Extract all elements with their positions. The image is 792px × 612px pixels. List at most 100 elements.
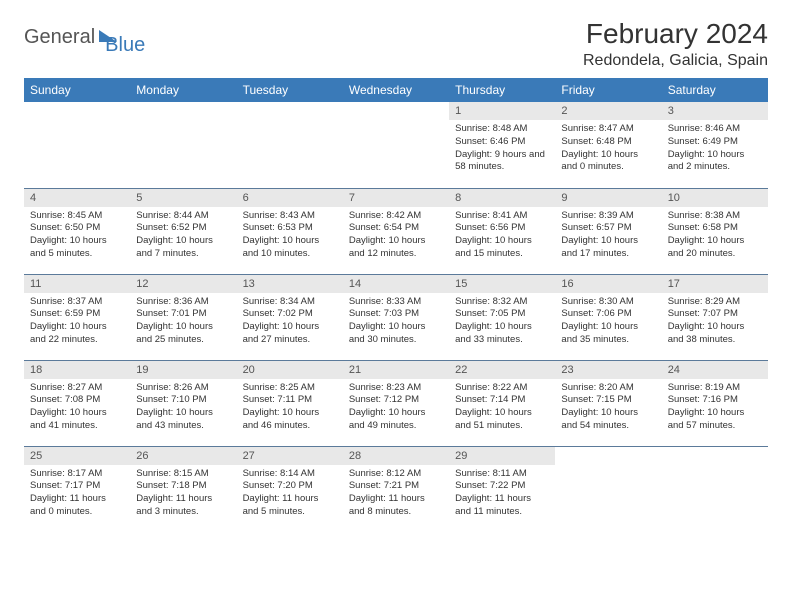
sunrise-text: Sunrise: 8:17 AM <box>30 468 124 481</box>
sunrise-text: Sunrise: 8:41 AM <box>455 210 549 223</box>
daylight-text: Daylight: 10 hours and 17 minutes. <box>561 235 655 261</box>
calendar-cell: 8Sunrise: 8:41 AMSunset: 6:56 PMDaylight… <box>449 188 555 274</box>
day-details: Sunrise: 8:46 AMSunset: 6:49 PMDaylight:… <box>662 120 768 177</box>
day-number: 13 <box>237 275 343 293</box>
sunrise-text: Sunrise: 8:11 AM <box>455 468 549 481</box>
sunset-text: Sunset: 7:12 PM <box>349 394 443 407</box>
sunrise-text: Sunrise: 8:48 AM <box>455 123 549 136</box>
day-number: 14 <box>343 275 449 293</box>
weekday-header: Thursday <box>449 78 555 102</box>
daylight-text: Daylight: 11 hours and 3 minutes. <box>136 493 230 519</box>
calendar-cell: 6Sunrise: 8:43 AMSunset: 6:53 PMDaylight… <box>237 188 343 274</box>
daylight-text: Daylight: 10 hours and 30 minutes. <box>349 321 443 347</box>
calendar-cell: 18Sunrise: 8:27 AMSunset: 7:08 PMDayligh… <box>24 360 130 446</box>
daylight-text: Daylight: 10 hours and 43 minutes. <box>136 407 230 433</box>
day-number: 28 <box>343 447 449 465</box>
sunset-text: Sunset: 7:20 PM <box>243 480 337 493</box>
sunset-text: Sunset: 6:56 PM <box>455 222 549 235</box>
sunset-text: Sunset: 6:50 PM <box>30 222 124 235</box>
sunset-text: Sunset: 6:54 PM <box>349 222 443 235</box>
daylight-text: Daylight: 10 hours and 57 minutes. <box>668 407 762 433</box>
day-number: 6 <box>237 189 343 207</box>
day-number: 11 <box>24 275 130 293</box>
sunset-text: Sunset: 7:05 PM <box>455 308 549 321</box>
weekday-header: Sunday <box>24 78 130 102</box>
calendar-cell <box>237 102 343 188</box>
sunrise-text: Sunrise: 8:38 AM <box>668 210 762 223</box>
calendar-cell <box>555 446 661 532</box>
calendar-cell: 13Sunrise: 8:34 AMSunset: 7:02 PMDayligh… <box>237 274 343 360</box>
daylight-text: Daylight: 10 hours and 35 minutes. <box>561 321 655 347</box>
sunset-text: Sunset: 6:46 PM <box>455 136 549 149</box>
day-number: 19 <box>130 361 236 379</box>
calendar-cell: 4Sunrise: 8:45 AMSunset: 6:50 PMDaylight… <box>24 188 130 274</box>
calendar-week-row: 18Sunrise: 8:27 AMSunset: 7:08 PMDayligh… <box>24 360 768 446</box>
sunrise-text: Sunrise: 8:29 AM <box>668 296 762 309</box>
day-number: 1 <box>449 102 555 120</box>
sunrise-text: Sunrise: 8:27 AM <box>30 382 124 395</box>
day-details: Sunrise: 8:22 AMSunset: 7:14 PMDaylight:… <box>449 379 555 436</box>
sunrise-text: Sunrise: 8:20 AM <box>561 382 655 395</box>
calendar-cell: 1Sunrise: 8:48 AMSunset: 6:46 PMDaylight… <box>449 102 555 188</box>
sunset-text: Sunset: 7:16 PM <box>668 394 762 407</box>
day-number: 23 <box>555 361 661 379</box>
calendar-cell: 14Sunrise: 8:33 AMSunset: 7:03 PMDayligh… <box>343 274 449 360</box>
sunset-text: Sunset: 7:15 PM <box>561 394 655 407</box>
calendar-cell: 28Sunrise: 8:12 AMSunset: 7:21 PMDayligh… <box>343 446 449 532</box>
day-details: Sunrise: 8:48 AMSunset: 6:46 PMDaylight:… <box>449 120 555 177</box>
sunrise-text: Sunrise: 8:36 AM <box>136 296 230 309</box>
sunset-text: Sunset: 7:21 PM <box>349 480 443 493</box>
sunset-text: Sunset: 7:06 PM <box>561 308 655 321</box>
daylight-text: Daylight: 10 hours and 5 minutes. <box>30 235 124 261</box>
calendar-cell <box>662 446 768 532</box>
daylight-text: Daylight: 11 hours and 11 minutes. <box>455 493 549 519</box>
daylight-text: Daylight: 10 hours and 7 minutes. <box>136 235 230 261</box>
day-number: 17 <box>662 275 768 293</box>
day-number: 24 <box>662 361 768 379</box>
sunset-text: Sunset: 6:59 PM <box>30 308 124 321</box>
sunrise-text: Sunrise: 8:34 AM <box>243 296 337 309</box>
sunrise-text: Sunrise: 8:25 AM <box>243 382 337 395</box>
sunset-text: Sunset: 7:11 PM <box>243 394 337 407</box>
day-number: 16 <box>555 275 661 293</box>
day-details: Sunrise: 8:37 AMSunset: 6:59 PMDaylight:… <box>24 293 130 350</box>
day-details: Sunrise: 8:43 AMSunset: 6:53 PMDaylight:… <box>237 207 343 264</box>
sunrise-text: Sunrise: 8:23 AM <box>349 382 443 395</box>
sunset-text: Sunset: 7:10 PM <box>136 394 230 407</box>
daylight-text: Daylight: 10 hours and 20 minutes. <box>668 235 762 261</box>
day-number: 22 <box>449 361 555 379</box>
calendar-cell: 3Sunrise: 8:46 AMSunset: 6:49 PMDaylight… <box>662 102 768 188</box>
day-number: 10 <box>662 189 768 207</box>
day-number: 5 <box>130 189 236 207</box>
calendar-cell: 21Sunrise: 8:23 AMSunset: 7:12 PMDayligh… <box>343 360 449 446</box>
day-number: 8 <box>449 189 555 207</box>
day-number: 15 <box>449 275 555 293</box>
calendar-cell: 9Sunrise: 8:39 AMSunset: 6:57 PMDaylight… <box>555 188 661 274</box>
logo-text-blue: Blue <box>105 34 145 57</box>
day-details: Sunrise: 8:42 AMSunset: 6:54 PMDaylight:… <box>343 207 449 264</box>
weekday-header: Friday <box>555 78 661 102</box>
day-details: Sunrise: 8:20 AMSunset: 7:15 PMDaylight:… <box>555 379 661 436</box>
day-number: 2 <box>555 102 661 120</box>
sunset-text: Sunset: 7:18 PM <box>136 480 230 493</box>
sunset-text: Sunset: 7:01 PM <box>136 308 230 321</box>
calendar-cell: 22Sunrise: 8:22 AMSunset: 7:14 PMDayligh… <box>449 360 555 446</box>
calendar-cell: 17Sunrise: 8:29 AMSunset: 7:07 PMDayligh… <box>662 274 768 360</box>
day-number: 29 <box>449 447 555 465</box>
daylight-text: Daylight: 10 hours and 49 minutes. <box>349 407 443 433</box>
day-details: Sunrise: 8:15 AMSunset: 7:18 PMDaylight:… <box>130 465 236 522</box>
calendar-cell: 15Sunrise: 8:32 AMSunset: 7:05 PMDayligh… <box>449 274 555 360</box>
daylight-text: Daylight: 10 hours and 22 minutes. <box>30 321 124 347</box>
sunset-text: Sunset: 6:53 PM <box>243 222 337 235</box>
day-details: Sunrise: 8:47 AMSunset: 6:48 PMDaylight:… <box>555 120 661 177</box>
day-details: Sunrise: 8:27 AMSunset: 7:08 PMDaylight:… <box>24 379 130 436</box>
sunset-text: Sunset: 7:14 PM <box>455 394 549 407</box>
day-details: Sunrise: 8:12 AMSunset: 7:21 PMDaylight:… <box>343 465 449 522</box>
sunset-text: Sunset: 6:49 PM <box>668 136 762 149</box>
calendar-cell: 27Sunrise: 8:14 AMSunset: 7:20 PMDayligh… <box>237 446 343 532</box>
daylight-text: Daylight: 10 hours and 10 minutes. <box>243 235 337 261</box>
title-block: February 2024 Redondela, Galicia, Spain <box>583 18 768 70</box>
daylight-text: Daylight: 11 hours and 8 minutes. <box>349 493 443 519</box>
sunset-text: Sunset: 6:52 PM <box>136 222 230 235</box>
daylight-text: Daylight: 11 hours and 0 minutes. <box>30 493 124 519</box>
